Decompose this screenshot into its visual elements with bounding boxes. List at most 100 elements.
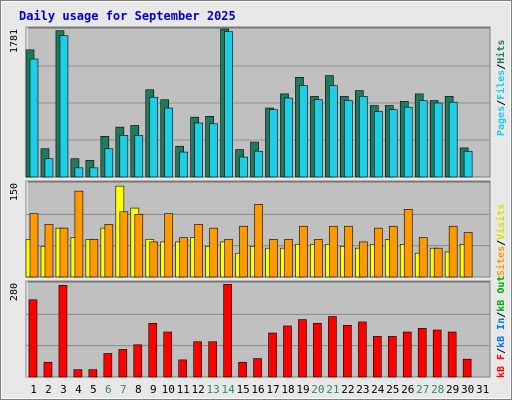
x-tick-label: 22 [341,383,354,396]
files-bar [403,106,413,178]
kb-bar [238,361,247,378]
files-bar [433,102,443,178]
x-tick-label: 6 [105,383,112,396]
kb-bar [103,353,113,378]
sites-bar [164,213,174,278]
files-bar [29,58,39,178]
kb-bar [447,331,457,378]
files-bar [359,96,368,178]
kb-axis-max-label: 280 [9,283,20,301]
kb-bar [417,328,427,378]
x-tick-label: 16 [251,383,264,396]
files-bar [344,100,353,178]
sites-bar [44,224,54,278]
x-tick-label: 28 [431,383,444,396]
files-bar [224,31,233,178]
files-bar [149,96,159,178]
side-legend-part: / [496,64,507,70]
chart-title: Daily usage for September 2025 [19,9,236,23]
files-bar [59,35,69,178]
kb-bar [58,285,68,378]
kb-bar [43,361,53,378]
sites-bar [374,227,383,278]
kb-bar [328,316,337,378]
x-tick-label: 5 [90,383,97,396]
sites-bar [463,232,473,278]
kb-bar [387,336,397,378]
x-tick-label: 20 [311,383,324,396]
sites-bar [284,239,293,278]
side-legend-pages-files-hits: Pages/Files/Hits [495,40,507,136]
files-bar [104,148,114,178]
x-axis-labels: 1 2 3 4 5 6 7 8 9 10 11 12 13 14 15 16 17 18 19 20 21 22 23 24 2… [30,383,489,396]
files-bar [44,158,54,178]
side-legend-part: Visits [495,204,507,240]
files-bar [194,122,203,178]
side-legend-part: / [496,240,507,246]
kb-bar [283,325,292,378]
x-tick-label: 2 [45,383,52,396]
sites-bar [269,239,278,278]
files-bar [134,135,144,178]
sites-bar [388,225,398,278]
sites-bar [254,204,263,278]
files-bar [448,101,458,178]
files-bar [269,109,278,178]
kb-bar [133,344,143,378]
files-bar [329,85,338,178]
x-tick-label: 14 [221,383,235,396]
x-tick-label: 10 [162,383,175,396]
side-legend-part: Hits [495,40,507,64]
sites-bar [239,225,248,278]
side-legend-kb: kB F/kB In/kB Out [496,276,507,378]
kb-bar [313,322,322,378]
sites-bar [314,239,323,278]
files-bar [418,100,428,178]
kb-bar [178,359,187,378]
sites-bar [359,241,368,278]
side-legend-part: Pages [496,106,507,136]
kb-bar [208,341,217,378]
kb-bar [298,319,307,378]
kb-bar [193,341,202,378]
x-tick-label: 12 [192,383,205,396]
x-tick-label: 1 [30,383,37,396]
kb-bar [148,322,158,378]
kb-bar [73,369,83,378]
kb-bar [462,358,472,378]
kb-bar [253,358,262,378]
files-bar [254,150,263,178]
sites-bar [403,209,413,278]
kb-bar [118,349,128,378]
sites-bar [209,227,218,278]
x-tick-label: 9 [150,383,157,396]
files-bar [314,99,323,178]
sites-bar [344,225,353,278]
x-tick-label: 15 [236,383,249,396]
x-tick-label: 26 [401,383,414,396]
side-legend-part: kB Out [496,276,507,312]
kb-bar [343,324,352,378]
x-tick-label: 25 [386,383,399,396]
x-tick-label: 23 [356,383,369,396]
kb-bar [163,331,173,378]
sites-bar [149,241,159,278]
files-bar [463,150,473,178]
x-tick-label: 30 [461,383,474,396]
files-bar [74,167,84,178]
visits-axis-max-label: 150 [9,183,20,201]
chart-bars [25,28,473,378]
files-bar [164,107,174,178]
x-tick-label: 21 [326,383,339,396]
sites-bar [59,227,69,278]
kb-bar [432,329,442,378]
x-tick-label: 8 [135,383,142,396]
side-legend-part: Sites [495,246,507,276]
files-bar [388,109,398,178]
x-tick-label: 31 [476,383,489,396]
side-legend-part: kB F [496,354,507,378]
x-tick-label: 24 [371,383,385,396]
